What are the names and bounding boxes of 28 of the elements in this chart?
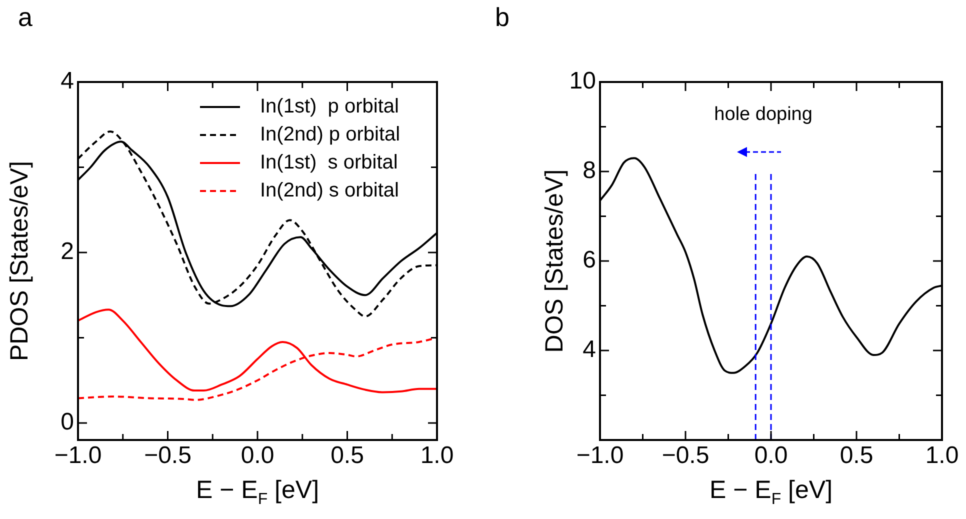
y-tick-label: 4	[60, 68, 74, 95]
y-tick-label: 10	[569, 68, 596, 95]
x-axis-title: E − E$_{F}$ [eV]	[709, 476, 833, 509]
y-tick-label: 8	[582, 157, 596, 184]
x-tick-label: −0.5	[662, 442, 710, 470]
legend-label: In(2nd) s orbital	[260, 180, 399, 202]
x-tick-label: 1.0	[420, 442, 454, 470]
chart-title: a	[18, 2, 32, 33]
x-axis-title: E − E$_{F}$ [eV]	[196, 476, 320, 509]
x-tick-label: −1.0	[54, 442, 102, 470]
annotation: hole doping	[714, 104, 812, 126]
legend-label: In(2nd) p orbital	[260, 124, 400, 146]
legend-label: In(1st) s orbital	[260, 152, 398, 174]
x-tick-label: 0.5	[840, 442, 874, 470]
chart-title: b	[495, 2, 510, 33]
y-tick-label: 4	[582, 336, 596, 364]
x-tick-label: −0.5	[144, 442, 192, 470]
y-tick-label: 0	[60, 408, 74, 436]
legend-label: In(1st) p orbital	[260, 96, 399, 118]
x-tick-label: 0.0	[754, 442, 788, 470]
y-axis-title: PDOS [States/eV]	[6, 160, 34, 362]
y-tick-label: 6	[582, 246, 596, 274]
x-tick-label: 0.5	[330, 442, 364, 470]
y-tick-label: 2	[60, 238, 74, 266]
x-tick-label: 0.0	[240, 442, 274, 470]
x-tick-label: −1.0	[576, 442, 624, 470]
x-tick-label: 1.0	[925, 442, 959, 470]
y-axis-title: DOS [States/eV]	[540, 169, 570, 353]
